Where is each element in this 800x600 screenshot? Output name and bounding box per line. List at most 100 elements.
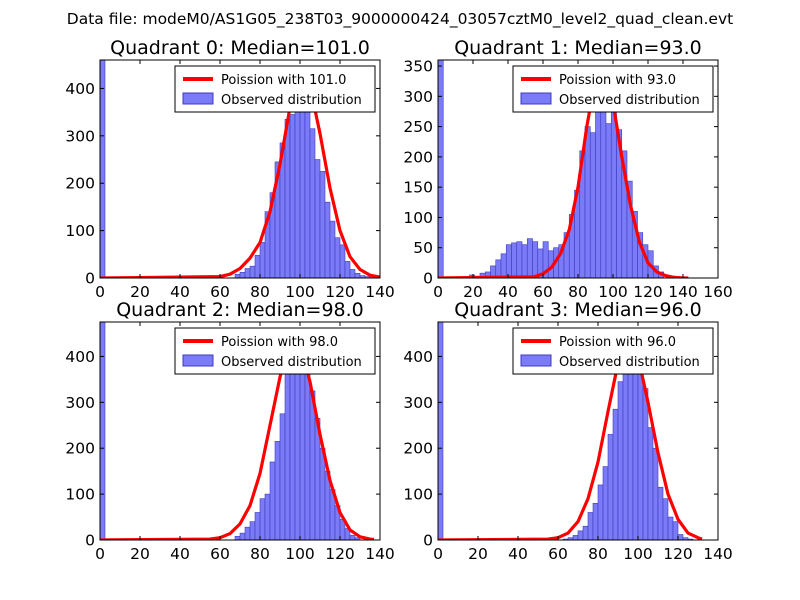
x-tick-label: 120 bbox=[633, 283, 663, 301]
histogram-bar bbox=[289, 114, 296, 278]
histogram-bar bbox=[284, 118, 291, 278]
histogram-bar bbox=[532, 241, 539, 278]
histogram-bar bbox=[637, 360, 644, 540]
histogram-bar bbox=[324, 201, 331, 278]
histogram-bar bbox=[319, 171, 326, 278]
histogram-bar bbox=[617, 381, 624, 540]
histogram-bar bbox=[339, 244, 346, 278]
legend-bar-label: Observed distribution bbox=[559, 355, 700, 370]
histogram-bar bbox=[234, 536, 241, 540]
histogram-bar bbox=[244, 526, 251, 540]
x-tick-label: 140 bbox=[668, 283, 698, 301]
x-tick-label: 120 bbox=[663, 545, 693, 563]
y-tick-label: 200 bbox=[65, 440, 95, 458]
histogram-bar bbox=[592, 502, 599, 540]
x-tick-label: 80 bbox=[250, 283, 270, 301]
histogram-bar bbox=[602, 466, 609, 540]
x-tick-label: 60 bbox=[533, 283, 553, 301]
histogram-bar bbox=[249, 521, 256, 540]
histogram-bar bbox=[526, 238, 533, 278]
x-tick-label: 20 bbox=[468, 545, 488, 563]
y-tick-label: 100 bbox=[65, 486, 95, 504]
legend-bar-label: Observed distribution bbox=[559, 93, 700, 108]
x-tick-label: 120 bbox=[325, 545, 355, 563]
x-tick-label: 20 bbox=[130, 283, 150, 301]
panel-title: Quadrant 1: Median=93.0 bbox=[454, 37, 702, 59]
x-tick-label: 140 bbox=[703, 545, 733, 563]
histogram-bar bbox=[274, 441, 281, 540]
y-tick-label: 200 bbox=[403, 440, 433, 458]
x-tick-label: 120 bbox=[325, 283, 355, 301]
legend: Poission with 101.0 Observed distribution bbox=[174, 65, 376, 113]
plot-frame bbox=[437, 321, 719, 541]
x-tick-label: 40 bbox=[170, 545, 190, 563]
x-tick-label: 100 bbox=[285, 283, 315, 301]
histogram-bar bbox=[100, 322, 106, 540]
histogram-bar bbox=[259, 498, 266, 540]
legend-bar-swatch bbox=[520, 92, 552, 105]
figure-suptitle: Data file: modeM0/AS1G05_238T03_90000004… bbox=[67, 10, 733, 29]
plot-frame bbox=[99, 321, 381, 541]
legend-bar-swatch bbox=[182, 92, 214, 105]
x-tick-label: 20 bbox=[130, 545, 150, 563]
histogram-bar bbox=[652, 447, 659, 540]
x-tick-label: 140 bbox=[365, 283, 395, 301]
legend: Poission with 96.0 Observed distribution bbox=[512, 327, 714, 375]
x-tick-label: 0 bbox=[95, 283, 105, 301]
x-tick-label: 40 bbox=[170, 283, 190, 301]
histogram-bar bbox=[309, 128, 316, 278]
x-tick-label: 0 bbox=[95, 545, 105, 563]
x-tick-label: 160 bbox=[703, 283, 733, 301]
histogram-bar bbox=[605, 123, 612, 278]
x-tick-label: 140 bbox=[365, 545, 395, 563]
y-tick-label: 400 bbox=[65, 80, 95, 98]
histogram-bar bbox=[500, 253, 507, 278]
panel-quadrant-2: Quadrant 2: Median=98.0 0 20 40 60 80 100 120 14… bbox=[65, 299, 394, 563]
x-tick-label: 80 bbox=[588, 545, 608, 563]
plot-frame bbox=[99, 59, 381, 279]
histogram-bar bbox=[334, 237, 341, 278]
histogram-bar bbox=[595, 89, 602, 278]
histogram-bar bbox=[582, 525, 589, 540]
panel-quadrant-0: Quadrant 0: Median=101.0 0 20 40 60 80 100 120 1… bbox=[65, 37, 394, 301]
legend-bar-label: Observed distribution bbox=[221, 93, 362, 108]
y-tick-label: 150 bbox=[403, 179, 433, 197]
x-tick-label: 40 bbox=[508, 545, 528, 563]
histogram-bar bbox=[249, 265, 256, 278]
histogram-bar bbox=[239, 272, 246, 278]
y-tick-label: 400 bbox=[403, 348, 433, 366]
y-tick-label: 100 bbox=[403, 486, 433, 504]
histogram-bar bbox=[254, 512, 261, 540]
histogram-bar bbox=[329, 220, 336, 278]
histogram-bar bbox=[589, 132, 596, 278]
y-tick-label: 300 bbox=[403, 88, 433, 106]
histogram-bar bbox=[521, 244, 528, 278]
histogram-bar bbox=[516, 241, 523, 278]
x-tick-label: 0 bbox=[433, 545, 443, 563]
histogram-bars bbox=[100, 322, 361, 540]
y-tick-label: 300 bbox=[65, 127, 95, 145]
panel-title: Quadrant 3: Median=96.0 bbox=[454, 299, 702, 321]
histogram-bar bbox=[667, 516, 674, 540]
histogram-bar bbox=[269, 461, 276, 540]
x-tick-label: 80 bbox=[568, 283, 588, 301]
histogram-bar bbox=[279, 413, 286, 540]
histogram-bar bbox=[495, 259, 502, 278]
y-tick-label: 200 bbox=[403, 148, 433, 166]
histogram-bar bbox=[438, 60, 444, 278]
x-tick-label: 60 bbox=[210, 283, 230, 301]
y-tick-label: 200 bbox=[65, 175, 95, 193]
histogram-bar bbox=[587, 512, 594, 540]
y-tick-label: 0 bbox=[423, 532, 433, 550]
histogram-bar bbox=[254, 254, 261, 278]
x-tick-label: 60 bbox=[548, 545, 568, 563]
panel-title: Quadrant 0: Median=101.0 bbox=[110, 37, 370, 59]
legend-bar-swatch bbox=[182, 354, 214, 367]
y-tick-label: 100 bbox=[65, 222, 95, 240]
histogram-bar bbox=[309, 390, 316, 540]
y-tick-label: 300 bbox=[65, 394, 95, 412]
y-tick-label: 0 bbox=[423, 270, 433, 288]
histogram-bar bbox=[612, 408, 619, 540]
legend-curve-label: Poission with 98.0 bbox=[221, 335, 338, 350]
y-tick-label: 350 bbox=[403, 58, 433, 76]
